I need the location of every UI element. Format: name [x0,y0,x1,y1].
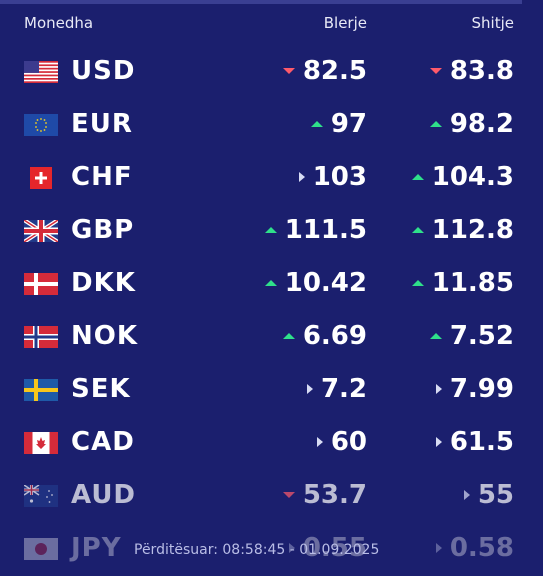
trend-flat-icon [435,437,442,447]
currency-code: JPY [71,533,122,563]
currency-column-header: Monedha [24,14,94,32]
trend-down-icon [282,68,295,74]
table-header: Monedha Blerje Shitje [0,14,543,38]
sell-rate: 55 [463,480,514,510]
se-flag-icon [24,379,58,401]
currency-code: USD [71,56,136,86]
currency-code: NOK [71,321,139,351]
table-row: DKK 10.42 11.85 [0,258,543,311]
currency-code: CHF [71,162,133,192]
ch-flag-icon [24,167,58,189]
trend-up-icon [282,333,295,339]
trend-flat-icon [435,543,442,553]
trend-down-icon [429,68,442,74]
table-row: CAD 60 61.5 [0,417,543,470]
no-flag-icon [24,326,58,348]
table-row: USD 82.5 83.8 [0,46,543,99]
buy-rate: 97 [310,109,367,139]
trend-up-icon [429,333,442,339]
trend-up-icon [310,121,323,127]
eu-flag-icon [24,114,58,136]
trend-flat-icon [298,172,305,182]
sell-rate: 7.52 [429,321,514,351]
buy-rate: 82.5 [282,56,367,86]
gb-flag-icon [24,220,58,242]
buy-rate: 0.55 [288,533,367,563]
sell-column-header: Shitje [471,14,514,32]
buy-rate: 7.2 [306,374,367,404]
buy-rate: 6.69 [282,321,367,351]
trend-flat-icon [463,490,470,500]
au-flag-icon [24,485,58,507]
trend-up-icon [411,227,424,233]
table-row: EUR 97 98.2 [0,99,543,152]
jp-flag-icon [24,538,58,560]
table-row: SEK 7.2 7.99 [0,364,543,417]
trend-down-icon [282,492,295,498]
table-row: CHF 103 104.3 [0,152,543,205]
currency-code: GBP [71,215,135,245]
sell-rate: 11.85 [411,268,514,298]
sell-rate: 61.5 [435,427,514,457]
currency-code: SEK [71,374,131,404]
buy-rate: 10.42 [264,268,367,298]
trend-up-icon [411,174,424,180]
trend-flat-icon [288,543,295,553]
top-divider [0,0,522,4]
trend-up-icon [264,280,277,286]
currency-code: AUD [71,480,137,510]
sell-rate: 0.58 [435,533,514,563]
buy-rate: 60 [316,427,367,457]
sell-rate: 98.2 [429,109,514,139]
buy-rate: 111.5 [264,215,367,245]
table-row: AUD 53.7 55 [0,470,543,523]
dk-flag-icon [24,273,58,295]
last-updated-time: 08:58:45 - 01.09.2025 [222,542,380,558]
sell-rate: 7.99 [435,374,514,404]
buy-rate: 103 [298,162,367,192]
trend-flat-icon [306,384,313,394]
last-updated-label: Përditësuar: [134,542,218,558]
currency-code: EUR [71,109,133,139]
buy-rate: 53.7 [282,480,367,510]
trend-up-icon [429,121,442,127]
us-flag-icon [24,61,58,83]
currency-code: DKK [71,268,136,298]
trend-up-icon [411,280,424,286]
sell-rate: 112.8 [411,215,514,245]
sell-rate: 83.8 [429,56,514,86]
table-row: NOK 6.69 7.52 [0,311,543,364]
trend-flat-icon [435,384,442,394]
currency-code: CAD [71,427,135,457]
trend-flat-icon [316,437,323,447]
sell-rate: 104.3 [411,162,514,192]
table-row: GBP 111.5 112.8 [0,205,543,258]
ca-flag-icon [24,432,58,454]
trend-up-icon [264,227,277,233]
rates-table: USD 82.5 83.8 EUR 97 98.2 CHF 103 104.3 [0,46,543,576]
buy-column-header: Blerje [323,14,367,32]
last-updated: Përditësuar: 08:58:45 - 01.09.2025 [134,542,379,558]
table-row: JPY 0.55 0.58 [0,523,543,576]
